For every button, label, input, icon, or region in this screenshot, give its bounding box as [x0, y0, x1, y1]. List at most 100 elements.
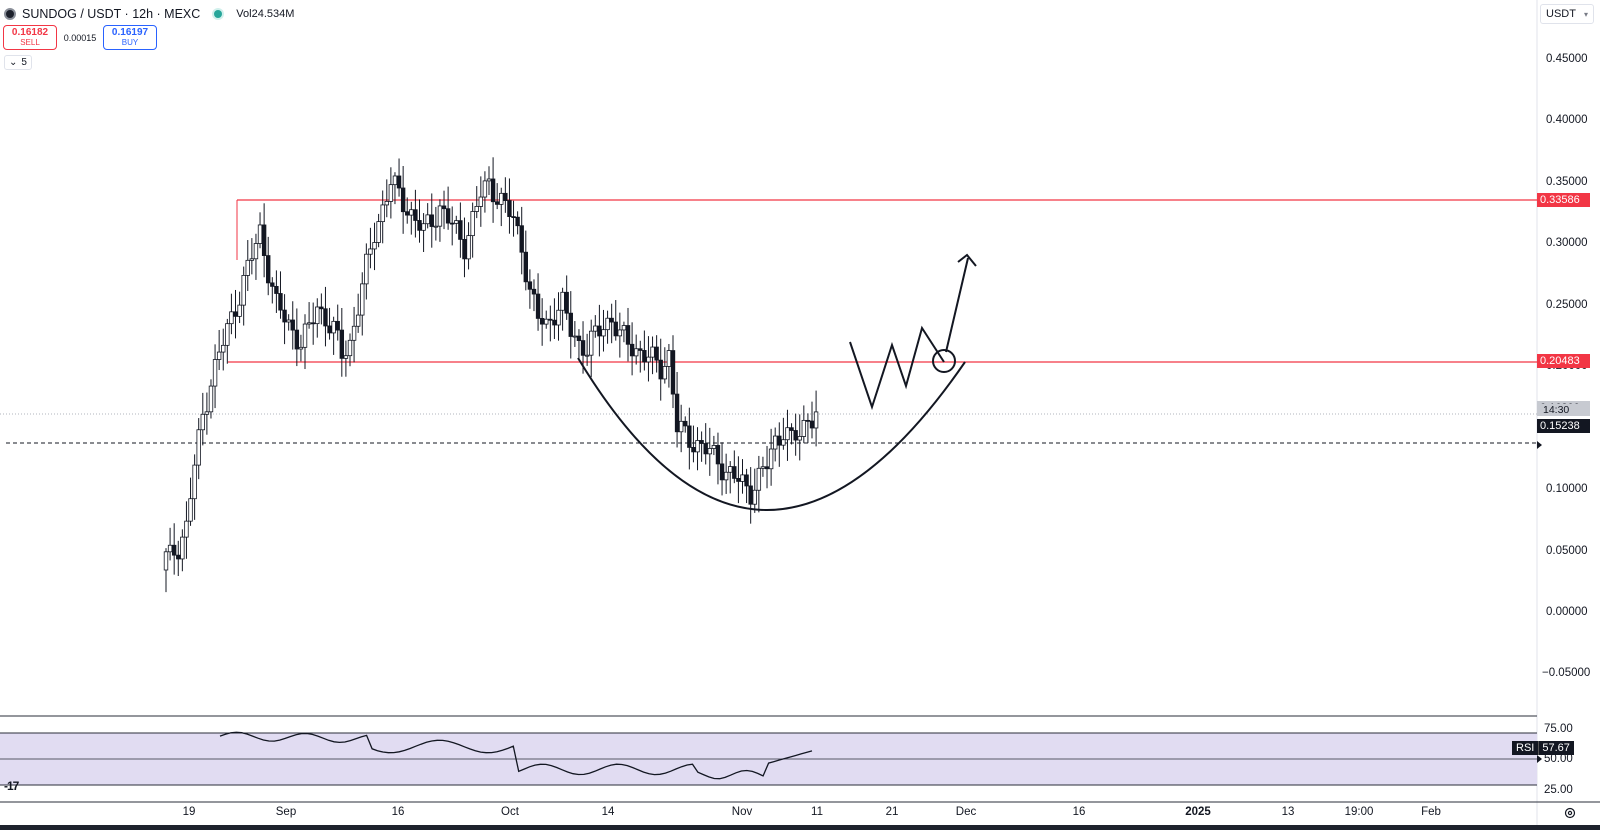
candle-body	[437, 205, 443, 227]
candle-body	[544, 318, 549, 325]
symbol-title[interactable]: SUNDOG / USDT · 12h · MEXC	[22, 7, 201, 21]
volume-value: 24.534M	[251, 8, 295, 20]
candle-body	[327, 325, 332, 334]
rounded-bottom-drawing[interactable]	[577, 357, 966, 511]
candle-body	[339, 329, 345, 359]
bottom-toolbar	[0, 825, 1600, 830]
price-tick: 0.45000	[1546, 53, 1588, 65]
candle-body	[270, 282, 275, 287]
time-label: Nov	[731, 806, 753, 818]
candle-body	[642, 350, 647, 363]
candle-body	[400, 187, 406, 213]
candle-body	[732, 466, 737, 479]
candle-body	[196, 429, 201, 466]
current-price-arrow	[1537, 441, 1542, 449]
candle-body	[347, 339, 353, 357]
candle-body	[466, 235, 471, 260]
buy-button[interactable]: 0.16197 BUY	[103, 25, 157, 50]
chevron-down-icon: ⌄	[9, 57, 18, 68]
candle-body	[560, 291, 565, 311]
candle-body	[785, 427, 790, 441]
candle-body	[278, 293, 283, 311]
bar-countdown: 14:30	[1537, 404, 1590, 416]
candle-body	[470, 211, 475, 237]
candle-body	[433, 225, 439, 228]
candle-body	[176, 554, 181, 560]
candle-body	[813, 411, 819, 429]
candle-body	[388, 184, 394, 202]
volume-readout: Vol24.534M	[236, 8, 294, 20]
candle-body	[429, 214, 434, 227]
symbol-legend[interactable]: SUNDOG / USDT · 12h · MEXC Vol24.534M	[4, 6, 294, 22]
candle-body	[760, 466, 766, 469]
rsi-value: 57.67	[1538, 741, 1574, 755]
candle-body	[257, 224, 263, 244]
time-label: 19:00	[1344, 806, 1374, 818]
candle-body	[180, 536, 185, 560]
candle-body	[396, 175, 402, 189]
candle-body	[405, 211, 410, 216]
candle-body	[413, 209, 418, 221]
support-price-tag: 0.20483	[1537, 354, 1590, 369]
time-label: 21	[885, 806, 899, 818]
candle-body	[568, 312, 573, 337]
w-pattern-drawing[interactable]	[849, 325, 945, 411]
candle-body	[486, 178, 492, 182]
tradingview-logo-icon[interactable]: -17	[4, 779, 19, 793]
candle-body	[515, 216, 520, 227]
candle-series	[163, 157, 819, 593]
candle-body	[163, 551, 169, 571]
candle-body	[736, 478, 741, 482]
candle-body	[499, 192, 504, 205]
buy-price: 0.16197	[111, 26, 149, 38]
candle-body	[613, 321, 618, 337]
candle-body	[225, 323, 230, 346]
candle-body	[310, 322, 316, 325]
prev-close-tag: 0.15238	[1537, 418, 1590, 433]
candle-body	[535, 293, 541, 319]
candle-body	[605, 317, 610, 331]
price-tick: 0.30000	[1546, 237, 1588, 250]
candle-body	[752, 489, 757, 505]
candle-body	[315, 306, 320, 325]
breakout-circle-drawing[interactable]	[932, 349, 956, 373]
time-label: Dec	[955, 806, 977, 818]
candle-body	[633, 348, 639, 357]
currency-value: USDT	[1546, 8, 1576, 20]
candle-body	[777, 435, 782, 446]
gear-icon[interactable]	[1562, 805, 1578, 821]
candle-body	[425, 214, 430, 225]
candle-body	[691, 447, 696, 453]
candle-body	[286, 319, 291, 323]
candle-body	[200, 413, 205, 431]
rsi-tick-50: 50.00	[1544, 753, 1573, 765]
candle-body	[171, 544, 177, 556]
candle-body	[204, 411, 210, 415]
time-label: Feb	[1421, 806, 1441, 818]
target-arrow-drawing[interactable]	[945, 257, 969, 353]
candle-body	[621, 325, 627, 331]
candle-body	[229, 311, 234, 325]
candle-body	[597, 325, 602, 337]
candle-body	[719, 463, 725, 481]
sell-button[interactable]: 0.16182 SELL	[3, 25, 57, 50]
candle-body	[539, 318, 545, 325]
candle-body	[805, 419, 811, 422]
time-label: 11	[811, 806, 823, 818]
candle-body	[773, 435, 778, 450]
candle-body	[490, 178, 496, 203]
candle-body	[589, 330, 594, 356]
candle-body	[261, 224, 267, 256]
candle-body	[233, 311, 238, 317]
candle-body	[368, 248, 373, 255]
candle-body	[323, 308, 328, 327]
currency-select[interactable]: USDT ▾	[1540, 4, 1594, 24]
candle-body	[609, 317, 614, 323]
rsi-tick-75: 75.00	[1544, 723, 1573, 735]
candle-body	[306, 322, 312, 325]
candle-body	[638, 348, 643, 351]
candle-body	[454, 220, 459, 224]
indicators-collapse-button[interactable]: ⌄ 5	[4, 55, 32, 70]
candle-body	[625, 325, 631, 345]
